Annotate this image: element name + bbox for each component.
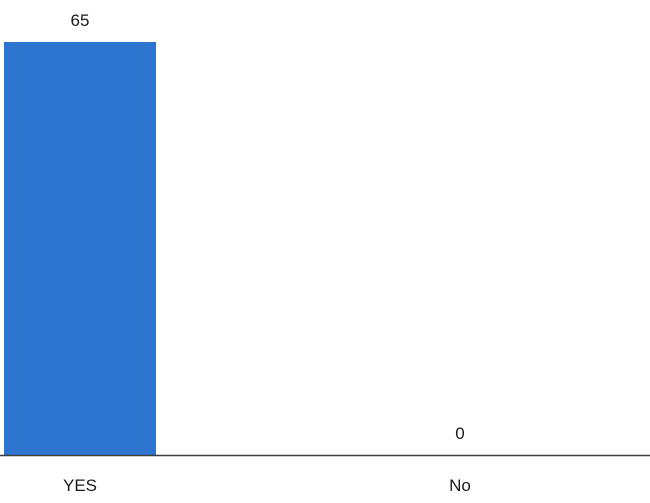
data-label-no: 0 [455, 424, 464, 443]
data-label-yes: 65 [71, 11, 90, 30]
data-labels-layer: 65 0 [71, 11, 465, 443]
x-tick-label-yes: YES [63, 476, 97, 495]
bars-layer [4, 42, 156, 455]
x-tick-labels-layer: YES No [63, 476, 471, 495]
x-tick-label-no: No [449, 476, 471, 495]
bar-yes [4, 42, 156, 455]
